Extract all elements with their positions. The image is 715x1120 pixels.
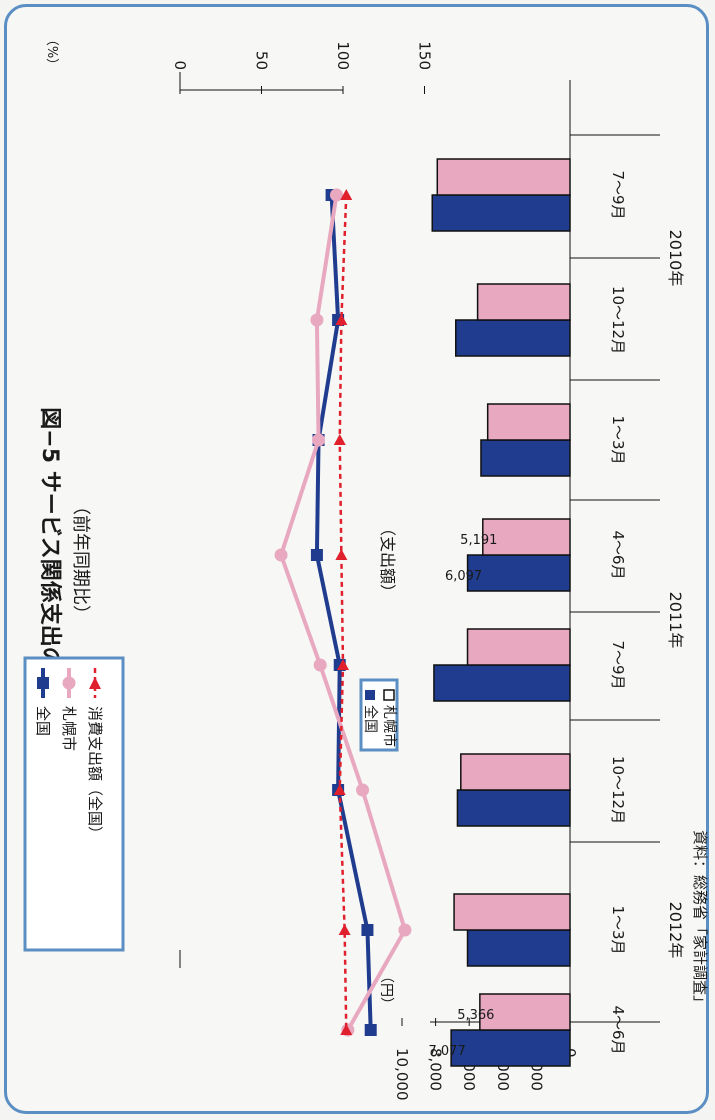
line-point-s2-2 <box>333 434 346 445</box>
line-point-s0-7 <box>364 1024 377 1036</box>
legend-marker-0 <box>37 677 49 689</box>
source-note: 資料：総務省「家計調査」 <box>691 830 709 1010</box>
line-legend-box <box>23 656 125 952</box>
line-point-s1-3 <box>274 548 288 562</box>
line-y-tick-label: 0 <box>171 60 189 70</box>
line-y-tick-label: 50 <box>253 51 271 70</box>
line-chart: （%） 0 50 100 150 <box>44 33 434 1037</box>
bar-y-unit: （円） <box>378 969 394 1011</box>
year-label: 2010年 <box>666 230 685 287</box>
legend-marker-2 <box>89 677 101 689</box>
bar-s1-c2 <box>486 403 571 441</box>
line-point-s1-5 <box>356 783 370 797</box>
figure-subtitle: （前年同期比） <box>70 497 91 623</box>
bar-s1-c3 <box>482 518 571 556</box>
line-y-unit: （%） <box>44 33 59 71</box>
legend-marker-1 <box>62 676 76 690</box>
line-point-s2-4 <box>337 659 349 670</box>
category-label: 10〜12月 <box>609 756 627 824</box>
line-point-s2-1 <box>335 314 348 325</box>
category-label: 1〜3月 <box>609 415 627 464</box>
line-point-s1-6 <box>398 923 412 937</box>
line-series-1 <box>278 194 408 1031</box>
line-point-s0-6 <box>361 924 374 936</box>
bar-s1-c1 <box>476 283 571 321</box>
line-point-s2-7 <box>340 1024 353 1035</box>
bar-s0-c1 <box>455 319 571 357</box>
line-point-s2-5 <box>333 784 346 795</box>
bar-y-tick-label: 10,000 <box>393 1048 411 1101</box>
bar-s0-c0 <box>431 194 571 232</box>
category-label: 4〜6月 <box>609 1005 627 1054</box>
bar-s1-c4 <box>466 628 571 666</box>
bar-data-label: 5,366 <box>457 1008 494 1023</box>
legend-label-1: 札幌市 <box>60 706 78 751</box>
line-series-0 <box>314 194 373 1031</box>
year-label: 2012年 <box>666 902 685 959</box>
line-point-s2-6 <box>338 924 351 935</box>
line-point-s1-4 <box>313 658 327 672</box>
bar-legend-swatch-0 <box>365 690 375 700</box>
bar-s1-c6 <box>453 893 571 931</box>
category-label: 1〜3月 <box>609 905 627 954</box>
line-point-s2-0 <box>340 189 353 200</box>
line-legend: 全国 札幌市 消費支出額（全国） <box>23 656 125 952</box>
bar-data-label: 6,097 <box>445 569 482 584</box>
legend-label-2: 消費支出額（全国） <box>86 706 104 841</box>
line-y-tick-label: 100 <box>334 41 352 70</box>
bar-s1-c5 <box>460 753 571 791</box>
bar-legend-label-1: 札幌市 <box>381 705 398 747</box>
category-label: 7〜9月 <box>609 640 627 689</box>
line-point-s1-0 <box>329 188 343 202</box>
bar-s0-c3 <box>466 554 571 592</box>
bar-s0-c7 <box>450 1029 571 1067</box>
year-label: 2011年 <box>666 592 685 649</box>
bar-s1-c7 <box>479 993 571 1031</box>
bar-data-label: 7,077 <box>428 1044 465 1059</box>
bar-s0-c4 <box>433 664 571 702</box>
line-point-s1-1 <box>310 313 324 327</box>
line-point-s2-3 <box>335 549 348 560</box>
bar-s0-c5 <box>456 789 571 827</box>
legend-label-0: 全国 <box>34 706 52 736</box>
line-point-s0-3 <box>310 549 323 561</box>
bar-s0-c6 <box>466 929 571 967</box>
bar-data-label: 5,191 <box>460 533 497 548</box>
line-series-2 <box>338 194 348 1031</box>
bar-y-tick-label: 8,000 <box>427 1048 445 1091</box>
bar-legend-swatch-1 <box>383 689 395 701</box>
category-label: 10〜12月 <box>609 286 627 354</box>
rotated-figure: 図−5 サービス関係支出の推移 （前年同期比） 全国 札幌市 消費支出額（全国） （… <box>23 33 709 1101</box>
category-label: 4〜6月 <box>609 530 627 579</box>
line-y-tick-label: 150 <box>416 41 434 70</box>
bar-chart-title: （支出額） <box>378 520 397 600</box>
line-point-s1-2 <box>312 433 326 447</box>
bar-s0-c2 <box>480 439 571 477</box>
bar-legend-label-0: 全国 <box>362 705 379 733</box>
bar-s1-c0 <box>436 158 571 196</box>
category-label: 7〜9月 <box>609 170 627 219</box>
